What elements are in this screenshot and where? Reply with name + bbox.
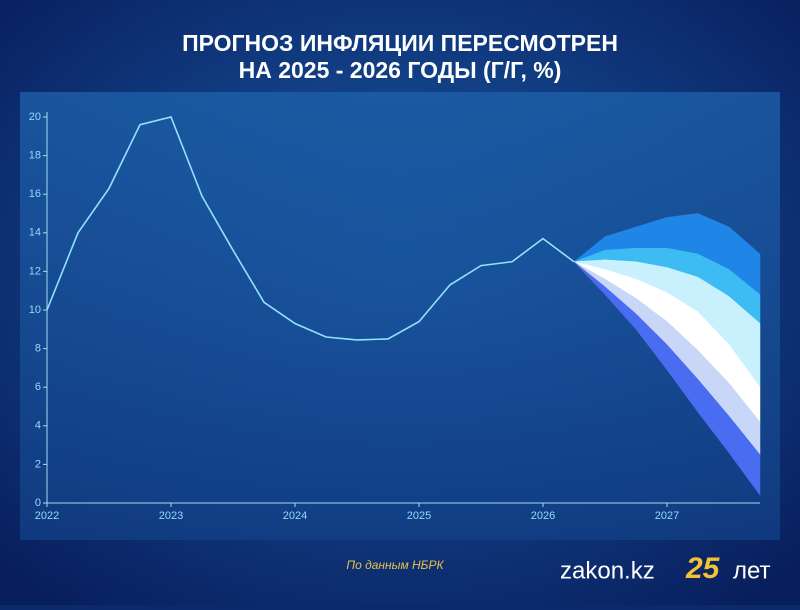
y-tick-label: 8 bbox=[35, 343, 41, 355]
x-tick-label: 2025 bbox=[407, 510, 431, 522]
y-tick-label: 14 bbox=[29, 227, 41, 239]
x-tick-label: 2026 bbox=[531, 510, 555, 522]
y-tick-label: 2 bbox=[35, 458, 41, 470]
logo-site: zakon.kz bbox=[560, 557, 655, 584]
y-tick-label: 12 bbox=[29, 265, 41, 277]
source-note: По данным НБРК bbox=[346, 558, 444, 572]
y-tick-label: 4 bbox=[35, 420, 41, 432]
y-tick-label: 18 bbox=[29, 150, 41, 162]
x-tick-label: 2024 bbox=[283, 510, 307, 522]
fan-band bbox=[573, 261, 761, 497]
logo-years: 25 bbox=[685, 552, 721, 585]
chart-title: ПРОГНОЗ ИНФЛЯЦИИ ПЕРЕСМОТРЕН bbox=[182, 30, 618, 56]
y-tick-label: 0 bbox=[35, 497, 41, 509]
line bbox=[46, 116, 575, 341]
y-tick-label: 20 bbox=[29, 111, 41, 123]
x-tick-label: 2023 bbox=[159, 510, 183, 522]
y-tick-label: 16 bbox=[29, 188, 41, 200]
logo-suffix: лет bbox=[733, 557, 771, 584]
x-tick-label: 2022 bbox=[35, 510, 59, 522]
y-tick-label: 10 bbox=[29, 304, 41, 316]
x-tick-label: 2027 bbox=[655, 510, 679, 522]
chart-title: НА 2025 - 2026 ГОДЫ (Г/Г, %) bbox=[239, 57, 562, 83]
y-tick-label: 6 bbox=[35, 381, 41, 393]
